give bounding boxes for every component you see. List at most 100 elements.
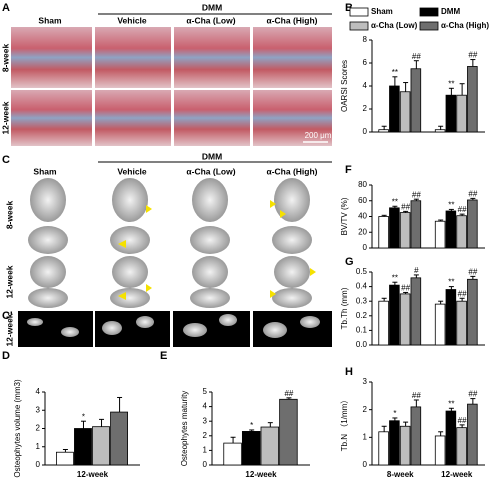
- y-tick-label: 0: [36, 460, 41, 469]
- significance: *: [250, 421, 253, 430]
- y-axis-title: Osteophytes volume (mm3): [13, 379, 22, 478]
- y-tick-label: 1: [203, 446, 208, 455]
- bar: [223, 442, 242, 466]
- micro-ct-images: [18, 178, 332, 308]
- arrowheads: [118, 200, 316, 300]
- panel-label: C: [2, 154, 10, 166]
- y-tick-label: 2: [203, 431, 208, 440]
- y-tick-label: 1: [36, 442, 41, 451]
- row-label: 12-week: [4, 313, 14, 346]
- significance: #: [414, 266, 419, 275]
- y-tick-label: 0.2: [356, 311, 368, 320]
- bar: [467, 199, 478, 249]
- panel-label: E: [160, 350, 167, 362]
- bar: [56, 451, 74, 466]
- bar: [378, 300, 389, 346]
- legend-swatch: [349, 21, 369, 31]
- y-tick-label: 0: [363, 127, 368, 136]
- header: Sham: [33, 166, 57, 176]
- bar: [434, 303, 446, 346]
- y-tick-label: 4: [203, 402, 208, 411]
- bar: [410, 406, 422, 466]
- bar: [74, 428, 92, 466]
- header: DMM: [202, 2, 222, 12]
- y-axis-title: BV/TV (%): [340, 197, 349, 235]
- legend-swatch: [419, 21, 439, 31]
- x-tick-label: 8-week: [387, 470, 414, 479]
- y-tick-label: 8: [363, 35, 368, 44]
- bar: [445, 210, 457, 249]
- significance: **: [448, 201, 454, 210]
- panel-label: A: [2, 2, 10, 14]
- y-tick-label: 0: [363, 460, 368, 469]
- y-axis-title: OARSI Scores: [340, 60, 349, 112]
- significance: ##: [401, 284, 410, 293]
- y-tick-label: 0.5: [356, 267, 368, 276]
- significance: ##: [468, 267, 477, 276]
- x-tick-label: 12-week: [77, 470, 109, 479]
- bar: [445, 289, 457, 346]
- y-tick-label: 2: [363, 405, 368, 414]
- bar: [389, 85, 400, 133]
- panel-label: D: [2, 350, 10, 362]
- bar: [399, 293, 411, 346]
- bar: [456, 94, 467, 133]
- y-tick-label: 1: [363, 432, 368, 441]
- bar: [445, 94, 457, 133]
- y-tick-label: 60: [358, 196, 367, 205]
- significance: **: [448, 399, 454, 408]
- y-tick-label: 4: [363, 81, 368, 90]
- significance: ##: [412, 391, 421, 400]
- header: Vehicle: [117, 15, 147, 25]
- header: Sham: [38, 15, 62, 25]
- header: α-Cha (Low): [186, 15, 235, 25]
- bar: [467, 66, 478, 133]
- bar: [434, 129, 446, 133]
- significance: ##: [468, 390, 477, 399]
- significance: ##: [468, 189, 477, 198]
- bar: [389, 420, 400, 466]
- panel-label: B: [345, 2, 353, 14]
- bar: [410, 200, 422, 249]
- significance: ##: [458, 416, 467, 425]
- y-tick-label: 2: [36, 424, 41, 433]
- significance: ##: [468, 51, 477, 60]
- y-axis-title: Tb.Th (mm): [340, 287, 349, 329]
- x-tick-label: 12-week: [441, 470, 473, 479]
- y-tick-label: 80: [358, 180, 367, 189]
- y-tick-label: 3: [363, 377, 368, 386]
- y-tick-label: 4: [36, 387, 41, 396]
- panel-label: C': [2, 310, 13, 322]
- y-tick-label: 6: [363, 58, 368, 67]
- y-tick-label: 0.3: [356, 296, 368, 305]
- significance: ##: [458, 205, 467, 214]
- panel-label: F: [345, 164, 352, 176]
- bar: [378, 431, 389, 466]
- bar: [467, 403, 478, 466]
- panel-a: A Sham DMM Vehicle α-Cha (Low) α-Cha (Hi…: [0, 2, 332, 146]
- y-tick-label: 0: [203, 460, 208, 469]
- bar: [110, 411, 129, 466]
- header: α-Cha (High): [266, 15, 317, 25]
- legend-label: α-Cha (High): [441, 21, 489, 30]
- bar: [434, 220, 446, 249]
- scale-label: 200 μm: [305, 131, 332, 140]
- legend-label: DMM: [441, 7, 460, 16]
- bar: [399, 212, 411, 249]
- x-tick-label: 12-week: [245, 470, 277, 479]
- bar: [279, 398, 298, 466]
- bar: [260, 426, 280, 466]
- significance: ##: [412, 190, 421, 199]
- bar: [410, 277, 422, 346]
- bar: [378, 216, 389, 249]
- significance: ##: [401, 202, 410, 211]
- significance: **: [448, 278, 454, 287]
- significance: ##: [284, 389, 293, 398]
- panel-label: G: [345, 256, 354, 268]
- legend-swatch: [349, 7, 369, 17]
- significance: **: [392, 197, 398, 206]
- bar: [378, 129, 389, 133]
- osteophyte-images: [18, 311, 332, 347]
- bar: [456, 300, 467, 346]
- legend-swatch: [419, 7, 439, 17]
